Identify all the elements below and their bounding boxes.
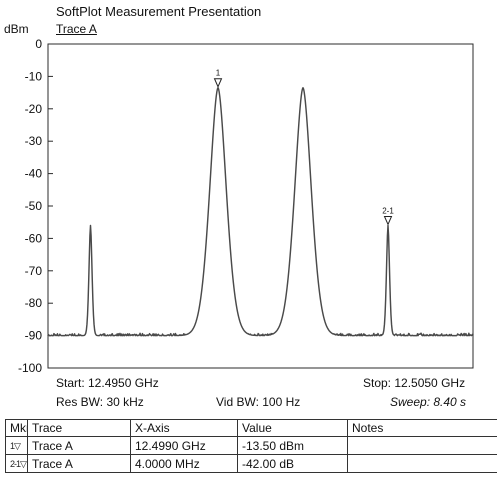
y-axis-tick-label: -40 [25,167,43,181]
marker-table: Mkr Trace X-Axis Value Notes 1▽ Trace A … [5,419,497,473]
marker-id-cell: 2-1▽ [5,454,28,473]
marker-trace-cell: Trace A [27,454,131,473]
marker-x-axis-cell: 12.4990 GHz [130,436,238,455]
trace-label: Trace A [56,22,97,36]
y-axis-tick-label: -10 [25,69,43,83]
marker-notes-cell[interactable] [347,454,497,473]
marker-notes-cell[interactable] [347,436,497,455]
y-axis-tick-label: -90 [25,329,43,343]
spectrum-chart: 0 -10 -20 -30 -40 -50 -60 -70 -80 -90 -100 1 2-1 [18,37,474,375]
marker-label: 1 [216,69,221,78]
y-axis-tick-label: -50 [25,199,43,213]
y-axis-tick-label: -20 [25,102,43,116]
marker-value-cell: -13.50 dBm [237,436,348,455]
table-row[interactable]: 2-1▽ Trace A 4.0000 MHz -42.00 dB [5,454,497,473]
marker-label: 2-1 [382,206,394,215]
marker-triangle [383,215,393,226]
y-axis-unit: dBm [4,22,29,36]
y-axis-tick-label: 0 [35,37,42,51]
y-axis-tick-label: -80 [25,296,43,310]
column-header-value: Value [237,419,348,437]
y-axis-tick-label: -70 [25,264,43,278]
marker-triangle-icon: 1▽ [10,440,21,451]
column-header-trace: Trace [27,419,131,437]
marker-triangle [213,78,223,88]
window-title: SoftPlot Measurement Presentation [56,4,262,19]
plot-frame [47,43,474,369]
start-frequency-label: Start: 12.4950 GHz [56,376,159,390]
marker-triangle-icon: 2-1▽ [10,458,27,469]
resolution-bandwidth-label: Res BW: 30 kHz [56,395,144,409]
sweep-time-label: Sweep: 8.40 s [390,395,467,409]
trace-a-line [47,87,474,337]
marker-id-cell: 1▽ [5,436,28,455]
marker-x-axis-cell: 4.0000 MHz [130,454,238,473]
y-axis-tick-label: -30 [25,134,43,148]
column-header-notes: Notes [347,419,497,437]
marker-number: 2-1 [10,458,21,469]
marker-trace-cell: Trace A [27,436,131,455]
marker-number: 1 [10,440,15,451]
stop-frequency-label: Stop: 12.5050 GHz [363,376,466,390]
column-header-x-axis: X-Axis [130,419,238,437]
marker-value-cell: -42.00 dB [237,454,348,473]
table-row[interactable]: 1▽ Trace A 12.4990 GHz -13.50 dBm [5,436,497,455]
marker-table-header-row: Mkr Trace X-Axis Value Notes [5,419,497,437]
y-axis-tick-label: -100 [18,361,42,375]
y-axis-tick-label: -60 [25,231,43,245]
column-header-mkr: Mkr [5,419,28,437]
video-bandwidth-label: Vid BW: 100 Hz [216,395,301,409]
